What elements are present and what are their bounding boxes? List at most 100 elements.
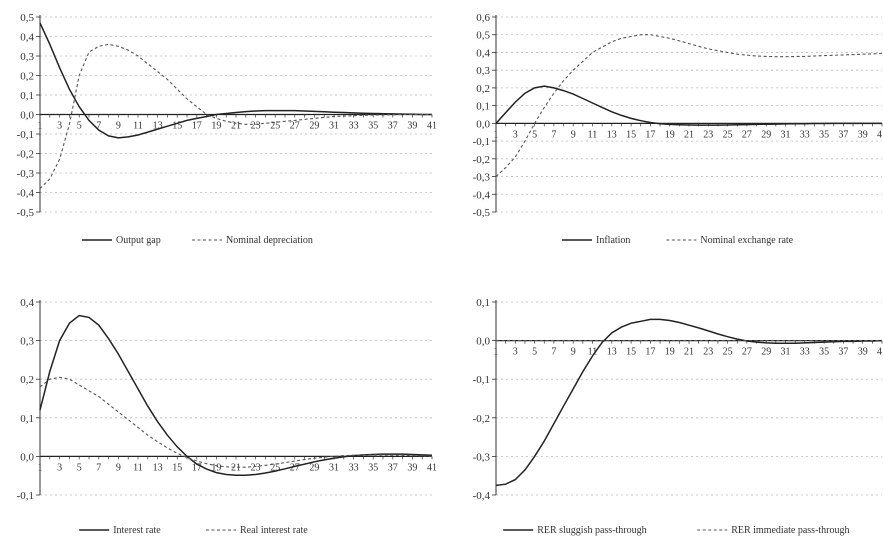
x-tick-label: 29 (309, 462, 319, 473)
x-tick-label: 37 (388, 121, 398, 132)
x-tick-label: 21 (684, 129, 694, 140)
x-tick-label: 9 (116, 462, 121, 473)
x-tick-label: 15 (172, 462, 182, 473)
x-tick-label: 15 (626, 129, 636, 140)
x-tick-label: 27 (290, 462, 300, 473)
y-tick-label: -0,1 (473, 374, 490, 386)
x-tick-label: 5 (77, 121, 82, 132)
chart-panel-output-gap: 0,50,40,30,20,10,0-0,1-0,2-0,3-0,4-0,51 3… (17, 12, 437, 246)
x-tick-label: 19 (211, 121, 221, 132)
x-tick-label: 3 (57, 462, 62, 473)
x-tick-label: 33 (349, 462, 359, 473)
legend-label: Inflation (596, 235, 630, 246)
legend: RER sluggish pass-through RER immediate p… (503, 525, 850, 536)
y-tick-label: 0,5 (20, 12, 34, 24)
y-tick-label: 0,2 (20, 71, 34, 83)
x-tick-label: 3 (513, 347, 518, 358)
y-tick-label: 0,3 (20, 51, 34, 63)
y-tick-label: 0,2 (20, 374, 34, 386)
x-tick-label: 7 (551, 347, 556, 358)
chart-panel-rer: 0,10,0-0,1-0,2-0,3-0,41 3 5 7 9 11 13 15 17 19 21 2… (473, 297, 883, 536)
x-tick-label: 17 (192, 121, 202, 132)
series-line-1 (39, 43, 432, 189)
y-tick-label: -0,1 (473, 136, 490, 148)
x-tick-label: 15 (172, 121, 182, 132)
x-tick-label: 39 (858, 129, 868, 140)
legend-label: Nominal depreciation (226, 235, 313, 246)
x-tick-label: 21 (231, 462, 241, 473)
y-tick-label: -0,1 (17, 129, 34, 141)
legend-label: Nominal exchange rate (700, 235, 793, 246)
x-tick-label: 1 (38, 462, 43, 473)
y-tick-label: -0,3 (473, 451, 491, 463)
x-tick-label: 35 (368, 462, 378, 473)
x-tick-label: 27 (742, 129, 752, 140)
x-tick-label: 31 (781, 129, 791, 140)
x-tick-label: 11 (133, 121, 143, 132)
y-tick-label: -0,3 (17, 168, 35, 180)
chart-panel-interest-rate: 0,40,30,20,10,0-0,11 3 5 7 9 11 13 15 17 19 21 23 25… (17, 297, 437, 536)
x-tick-label: 11 (588, 129, 598, 140)
x-tick-label: 7 (96, 121, 101, 132)
y-tick-label: -0,2 (17, 149, 34, 161)
y-tick-label: 0,1 (476, 297, 490, 309)
y-tick-label: 0,1 (20, 413, 34, 425)
x-tick-label: 31 (329, 462, 339, 473)
x-tick-label: 23 (251, 121, 261, 132)
legend-label: Interest rate (113, 525, 161, 536)
y-tick-label: 0,0 (20, 110, 34, 122)
y-tick-label: -0,4 (473, 490, 491, 502)
x-tick-label: 1 (38, 121, 43, 132)
x-tick-label: 29 (761, 129, 771, 140)
x-tick-label: 35 (368, 121, 378, 132)
x-tick-label: 41 (427, 462, 437, 473)
x-tick-label: 21 (231, 121, 241, 132)
x-tick-label: 29 (761, 347, 771, 358)
x-tick-label: 41 (877, 347, 883, 358)
legend: Inflation Nominal exchange rate (562, 235, 794, 246)
x-tick-label: 35 (819, 129, 829, 140)
x-tick-label: 41 (877, 129, 883, 140)
x-tick-label: 19 (211, 462, 221, 473)
series-line-1 (495, 34, 883, 177)
series-line-0 (39, 22, 432, 139)
x-tick-label: 23 (251, 462, 261, 473)
x-tick-label: 1 (494, 129, 499, 140)
y-tick-label: 0,1 (20, 90, 34, 102)
x-tick-label: 7 (551, 129, 556, 140)
x-tick-label: 33 (349, 121, 359, 132)
x-tick-label: 31 (781, 347, 791, 358)
x-tick-label: 7 (96, 462, 101, 473)
y-tick-label: 0,3 (476, 65, 490, 77)
y-tick-label: 0,4 (476, 47, 490, 59)
x-tick-label: 19 (665, 129, 675, 140)
chart-panel-inflation: 0,6 0,5 0,4 0,3 0,2 0,1 0,0 -0,1 -0,2 -0,3 -0,4 -0,… (473, 12, 883, 246)
x-tick-label: 13 (607, 129, 617, 140)
x-tick-label: 39 (858, 347, 868, 358)
y-tick-label: -0,4 (473, 189, 491, 201)
legend-label: Real interest rate (240, 525, 308, 536)
x-tick-label: 41 (427, 121, 437, 132)
y-tick-label: 0,4 (20, 297, 34, 309)
y-tick-label: -0,3 (473, 172, 491, 184)
x-tick-label: 37 (388, 462, 398, 473)
x-tick-label: 17 (192, 462, 202, 473)
x-tick-label: 21 (684, 347, 694, 358)
x-tick-label: 37 (838, 129, 848, 140)
x-tick-label: 29 (309, 121, 319, 132)
x-tick-label: 5 (77, 462, 82, 473)
x-tick-label: 33 (800, 347, 810, 358)
x-tick-label: 11 (588, 347, 598, 358)
x-tick-label: 33 (800, 129, 810, 140)
y-tick-label: -0,2 (473, 413, 490, 425)
y-tick-label: -0,1 (17, 490, 34, 502)
y-tick-label: -0,5 (17, 207, 35, 219)
x-tick-label: 3 (57, 121, 62, 132)
series-line-1 (39, 376, 433, 468)
series-line-0 (495, 318, 883, 487)
x-tick-label: 19 (665, 347, 675, 358)
x-tick-label: 13 (153, 462, 163, 473)
x-tick-label: 25 (723, 129, 733, 140)
x-tick-label: 9 (571, 347, 576, 358)
